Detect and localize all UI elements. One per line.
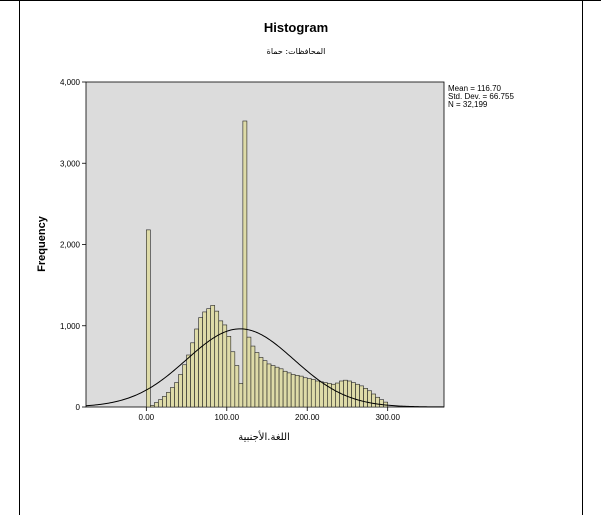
histogram-bar	[319, 381, 324, 408]
stats-n: N = 32,199	[448, 100, 488, 109]
chart-subtitle: المحافظات: حماة	[267, 47, 326, 56]
histogram-bar	[210, 305, 216, 408]
x-tick-label: 200.00	[295, 413, 320, 422]
histogram-bar	[351, 382, 356, 408]
histogram-bar	[282, 370, 288, 408]
histogram-bar	[335, 382, 340, 408]
histogram-bar	[146, 229, 151, 408]
histogram-bar	[182, 364, 187, 408]
histogram-bar	[371, 393, 376, 408]
histogram-bar	[198, 317, 203, 408]
histogram-bar	[230, 351, 236, 408]
histogram-bar	[278, 368, 284, 408]
histogram-bar	[166, 392, 171, 408]
histogram-bar	[194, 328, 199, 408]
histogram-bar	[178, 374, 183, 408]
histogram-bar	[363, 388, 368, 408]
histogram-bar	[150, 405, 155, 408]
histogram-bar	[355, 383, 360, 408]
histogram-bar	[202, 311, 207, 408]
histogram-bar	[310, 379, 316, 408]
histogram-bar	[343, 379, 348, 408]
y-tick-label: 1,000	[60, 322, 81, 331]
histogram-bar	[186, 354, 191, 408]
x-tick-label: 300.00	[375, 413, 400, 422]
histogram-bar	[331, 383, 336, 408]
histogram-bar	[375, 396, 380, 408]
histogram-bar	[234, 365, 240, 408]
histogram-bar	[242, 120, 248, 408]
histogram-bar	[262, 360, 268, 408]
histogram-bar	[359, 385, 364, 408]
histogram-bar	[246, 336, 252, 408]
histogram-bar	[214, 310, 220, 408]
histogram-bar	[254, 352, 260, 408]
histogram-bar	[226, 336, 232, 408]
normal-curve	[85, 328, 445, 408]
histogram-bar	[306, 378, 312, 408]
histogram-bar	[286, 372, 292, 408]
histogram-bar	[290, 374, 296, 408]
histogram-bar	[294, 375, 300, 408]
y-tick-label: 0	[76, 403, 81, 412]
histogram-bar	[250, 345, 256, 408]
histogram-bar	[174, 382, 179, 408]
x-axis: 0.00 100.00 200.00 300.00	[139, 407, 400, 422]
stats-mean: Mean = 116.70	[448, 84, 502, 93]
histogram-bar	[302, 377, 308, 408]
histogram-bar	[347, 380, 352, 408]
histogram-bar	[238, 383, 244, 408]
histogram-bar	[154, 402, 159, 408]
chart-title: Histogram	[264, 20, 328, 35]
histogram-bar	[367, 390, 372, 408]
y-tick-label: 2,000	[60, 241, 81, 250]
y-tick-label: 3,000	[60, 159, 81, 168]
histogram-bar	[158, 399, 163, 408]
histogram-bar	[266, 363, 272, 408]
histogram-bar	[274, 366, 280, 408]
x-tick-label: 100.00	[215, 413, 240, 422]
histogram-bar	[206, 308, 211, 408]
histogram-bar	[222, 324, 228, 408]
histogram-bar	[298, 375, 304, 408]
y-axis-label: Frequency	[36, 215, 48, 272]
plot-area	[85, 81, 445, 408]
histogram-bar	[270, 365, 276, 408]
bars-group	[146, 120, 388, 408]
x-tick-label: 0.00	[139, 413, 155, 422]
histogram-bar	[379, 399, 384, 408]
histogram-bar	[314, 380, 320, 408]
histogram-bar	[323, 382, 328, 408]
x-axis-label: اللغة.الأجنبية	[238, 430, 290, 443]
stats-std-dev: Std. Dev. = 66.755	[448, 92, 514, 101]
histogram-bar	[258, 357, 264, 408]
y-tick-label: 4,000	[60, 78, 81, 87]
histogram-bar	[162, 396, 167, 408]
histogram-bar	[170, 387, 175, 408]
y-axis: 0 1,000 2,000 3,000 4,000	[60, 78, 86, 412]
